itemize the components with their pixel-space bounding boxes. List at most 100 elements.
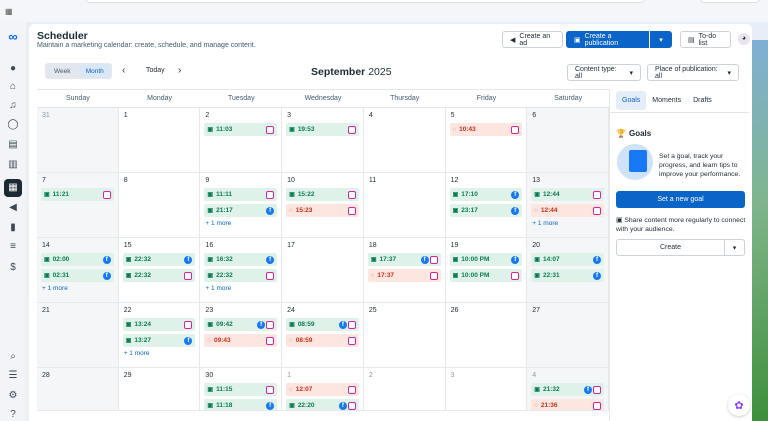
scheduled-post[interactable]: ▣ 22:32 [122,269,196,282]
draft-post[interactable]: ◌ 12:44 [531,204,604,217]
day-cell[interactable]: 3 ▣ 19:53 [282,108,364,173]
help-icon[interactable]: ? [10,409,16,420]
draft-post[interactable]: ◌ 10:43 [449,123,523,136]
tab-goals[interactable]: Goals [616,91,647,110]
scheduled-post[interactable]: ▣ 23:17 f [449,204,523,217]
next-month-icon[interactable]: › [178,65,182,76]
scheduled-post[interactable]: ▣ 09:42 f [204,318,278,331]
more-posts-link[interactable]: + 1 more [42,285,68,292]
scheduled-post[interactable]: ▣ 11:21 [41,188,114,201]
todo-list-button[interactable]: ▤ To-do list [680,31,731,48]
top-right-pill[interactable] [700,0,760,3]
day-cell[interactable]: 17 [282,238,364,303]
set-goal-button[interactable]: Set a new goal [616,191,745,208]
draft-post[interactable]: ◌ 15:23 [286,204,359,217]
scheduled-post[interactable]: ▣ 10:00 PM f [449,253,523,266]
meta-logo-icon[interactable]: ∞ [8,29,18,44]
create-button[interactable]: Create [659,244,681,251]
scheduled-post[interactable]: ▣ 12:44 [531,188,604,201]
tab-moments[interactable]: Moments [652,97,682,104]
day-cell[interactable]: 5 ◌ 10:43 [445,108,528,173]
notifications-icon[interactable]: ♫ [9,100,17,111]
scheduled-post[interactable]: ▣ 11:18 f [204,399,278,410]
scheduled-post[interactable]: ▣ 19:53 [286,123,359,136]
scheduled-post[interactable]: ▣ 17:10 f [449,188,523,201]
prev-month-icon[interactable]: ‹ [122,65,126,76]
day-cell[interactable]: 26 [445,303,528,368]
scheduled-post[interactable]: ▣ 22:20 f [286,399,359,410]
day-cell[interactable]: 1 [118,108,201,173]
day-cell[interactable]: 21 [37,303,119,368]
scheduled-post[interactable]: ▣ 11:11 [204,188,278,201]
scheduled-post[interactable]: ▣ 22:32 [204,269,278,282]
day-cell[interactable]: 11 [363,173,446,238]
search-icon[interactable]: ⌕ [10,351,16,362]
scheduled-post[interactable]: ▣ 22:31 f [531,269,604,282]
day-cell[interactable]: 4 [363,108,446,173]
more-posts-link[interactable]: + 1 more [123,350,150,357]
scheduled-post[interactable]: ▣ 15:22 [286,188,359,201]
scheduled-post[interactable]: ▣ 08:59 f [286,318,359,331]
day-cell[interactable]: 1 ◌ 12:07 ▣ 22:20 f [282,368,364,411]
monetization-icon[interactable]: $ [10,262,16,273]
insights-icon[interactable]: ▮ [10,222,16,233]
more-posts-link[interactable]: + 1 more [205,285,232,292]
day-cell[interactable]: 3 [445,368,528,411]
more-posts-link[interactable]: + 1 more [532,220,559,227]
ads-icon[interactable]: ◀ [9,202,17,213]
day-cell[interactable]: 30 ▣ 11:15 ▣ 11:18 f [200,368,283,411]
tab-drafts[interactable]: Drafts [693,97,712,104]
day-cell[interactable]: 16 ▣ 16:32 f ▣ 22:32 + 1 more [200,238,283,303]
day-cell[interactable]: 24 ▣ 08:59 f ◌ 08:59 [282,303,364,368]
today-button[interactable]: Today [146,67,165,74]
day-cell[interactable]: 22 ▣ 13:24 ▣ 13:27 f + 1 more [118,303,201,368]
draft-post[interactable]: ◌ 12:07 [286,383,359,396]
scheduled-post[interactable]: ▣ 22:32 f [122,253,196,266]
day-cell[interactable]: 13 ▣ 12:44 ◌ 12:44 + 1 more [527,173,609,238]
place-dropdown[interactable]: Place of publication: all ▾ [647,64,739,81]
ai-assistant-icon[interactable]: ✿ [728,394,750,416]
create-dropdown-chevron-icon[interactable]: ▾ [724,240,744,255]
day-cell[interactable]: 4 ▣ 21:32 f ◌ 21:36 [527,368,609,411]
day-cell[interactable]: 7 ▣ 11:21 [37,173,119,238]
day-cell[interactable]: 25 [363,303,446,368]
scheduled-post[interactable]: ▣ 10:00 PM [449,269,523,282]
day-cell[interactable]: 29 [118,368,201,411]
content-icon[interactable]: ▤ [8,139,18,150]
home-icon[interactable]: ⌂ [9,81,17,92]
day-cell[interactable]: 23 ▣ 09:42 f ◌ 09:43 [200,303,283,368]
profile-avatar[interactable]: ◕ [738,33,750,45]
day-cell[interactable]: 2 ▣ 11:03 [200,108,283,173]
day-cell[interactable]: 15 ▣ 22:32 f ▣ 22:32 [118,238,201,303]
day-cell[interactable]: 14 ▣ 02:00 f ▣ 02:31 f + 1 more [37,238,119,303]
month-view-button[interactable]: Month [78,64,111,78]
apps-grid-icon[interactable]: ▦ [5,7,13,16]
day-cell[interactable]: 19 ▣ 10:00 PM f ▣ 10:00 PM [445,238,528,303]
draft-post[interactable]: ◌ 09:43 [204,334,278,347]
day-cell[interactable]: 31 [37,108,119,173]
scheduled-post[interactable]: ▣ 16:32 f [204,253,278,266]
day-cell[interactable]: 27 [527,303,609,368]
scheduled-post[interactable]: ▣ 13:27 f [122,334,196,347]
day-cell[interactable]: 8 [118,173,201,238]
scheduled-post[interactable]: ▣ 21:17 f [204,204,278,217]
day-cell[interactable]: 18 ▣ 17:37 f ◌ 17:37 [363,238,446,303]
scheduled-post[interactable]: ▣ 02:31 f [41,269,114,282]
settings-icon[interactable]: ⚙ [8,390,18,401]
day-cell[interactable]: 9 ▣ 11:11 ▣ 21:17 f + 1 more [200,173,283,238]
draft-post[interactable]: ◌ 08:59 [286,334,359,347]
scheduled-post[interactable]: ▣ 11:15 [204,383,278,396]
day-cell[interactable]: 6 [527,108,609,173]
all-tools-icon[interactable]: ☰ [8,370,18,381]
day-cell[interactable]: 2 [363,368,446,411]
messages-icon[interactable]: ◯ [7,119,19,130]
create-publication-button[interactable]: ▣ Create a publication [566,31,649,48]
week-view-button[interactable]: Week [54,67,71,75]
scheduled-post[interactable]: ▣ 17:37 f [367,253,441,266]
top-search-pill[interactable] [85,0,645,3]
day-cell[interactable]: 28 [37,368,119,411]
scheduled-post[interactable]: ▣ 14:07 f [531,253,604,266]
content-type-dropdown[interactable]: Content type: all ▾ [567,64,641,81]
day-cell[interactable]: 12 ▣ 17:10 f ▣ 23:17 f [445,173,528,238]
create-ad-button[interactable]: ◀ Create an ad [502,31,563,48]
